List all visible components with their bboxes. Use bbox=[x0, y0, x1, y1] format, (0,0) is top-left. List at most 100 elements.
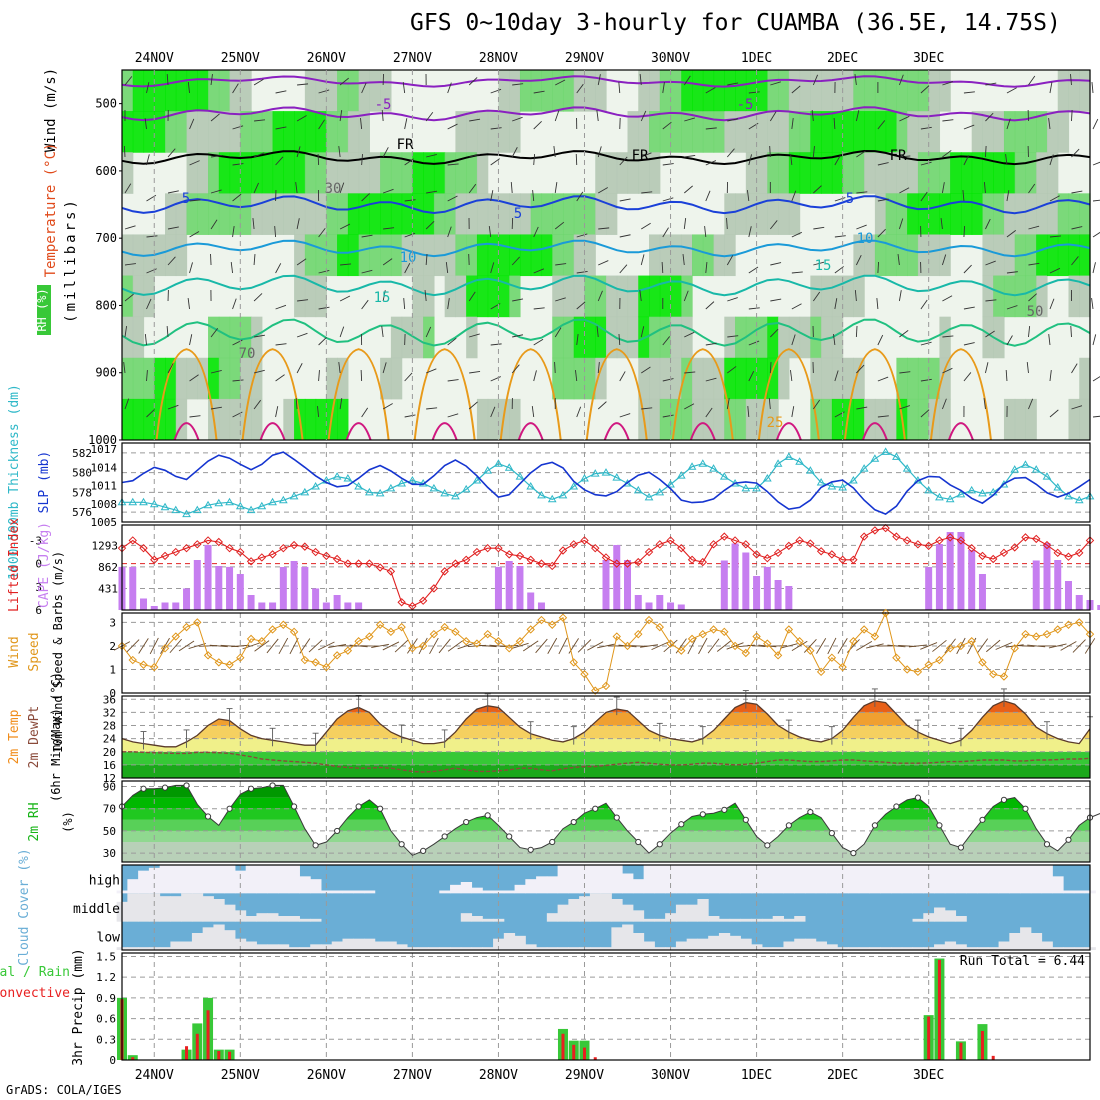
rh-cell bbox=[326, 357, 338, 400]
rh-cell bbox=[713, 111, 725, 153]
rh-cell bbox=[1025, 398, 1037, 441]
x-tick-label-bottom: 28NOV bbox=[479, 1068, 518, 1083]
rh-cell bbox=[476, 275, 489, 318]
li-point bbox=[827, 550, 837, 559]
rh-cell bbox=[358, 152, 370, 194]
rh-cell bbox=[907, 234, 919, 277]
wind-barb bbox=[553, 146, 556, 158]
li-point bbox=[1042, 540, 1052, 550]
rh-cell bbox=[304, 152, 317, 194]
li-point bbox=[397, 598, 406, 607]
cloud-cell-low bbox=[891, 947, 903, 950]
rh-cell bbox=[745, 193, 758, 235]
y-tick-li: 0 bbox=[35, 558, 42, 571]
cloud-cell-low bbox=[493, 938, 505, 950]
y-tick-label: 500 bbox=[95, 97, 117, 111]
rh2m-point bbox=[484, 812, 491, 819]
rh-cell bbox=[229, 193, 241, 235]
thickness-point bbox=[558, 490, 568, 499]
wind-barb bbox=[166, 73, 169, 86]
li-point bbox=[591, 543, 600, 553]
rh-cell bbox=[810, 316, 822, 359]
cloud-cell-middle bbox=[600, 893, 612, 922]
rh-cell bbox=[874, 111, 887, 153]
thickness-point bbox=[451, 491, 460, 500]
wind-barb bbox=[1028, 262, 1040, 266]
cloud-row-label: high bbox=[89, 874, 120, 889]
rh-cell bbox=[1079, 398, 1091, 441]
precip-convective-bar bbox=[980, 1031, 984, 1060]
rh-cell bbox=[627, 111, 639, 153]
cloud-cell-low bbox=[804, 938, 817, 950]
temp-band bbox=[122, 700, 1090, 713]
rh-cell bbox=[659, 357, 672, 400]
rh2m-point bbox=[226, 805, 233, 812]
wind-barb bbox=[920, 378, 932, 382]
cloud-cell-middle bbox=[127, 893, 139, 922]
cloud-cell-high bbox=[794, 865, 806, 894]
rh-cell bbox=[272, 193, 284, 235]
wind-barb bbox=[144, 334, 147, 346]
rh-cell bbox=[326, 111, 338, 153]
wind10m-point bbox=[698, 629, 708, 639]
rh-cell bbox=[874, 234, 887, 277]
wind-barb bbox=[447, 337, 457, 346]
cloud-cell-middle bbox=[181, 893, 193, 922]
rh-cell bbox=[864, 398, 876, 441]
thickness-point bbox=[225, 497, 234, 506]
axis-label-rh: RH (%) bbox=[35, 288, 49, 331]
thickness-point bbox=[472, 476, 482, 484]
cloud-cell-high bbox=[450, 884, 462, 894]
li-point bbox=[1021, 533, 1030, 542]
cloud-cell-middle bbox=[202, 896, 214, 922]
rh-cell bbox=[476, 152, 489, 194]
rh-cell bbox=[1025, 234, 1037, 277]
rh-cell bbox=[358, 193, 370, 235]
cloud-row-label: low bbox=[97, 930, 121, 945]
wind10m-point bbox=[386, 627, 396, 637]
rh-cell bbox=[358, 234, 370, 277]
rh-cell bbox=[573, 275, 586, 318]
wind10m-point bbox=[365, 632, 374, 641]
rh-cell bbox=[670, 275, 682, 318]
rh-cell bbox=[1036, 234, 1048, 277]
wind-barb bbox=[339, 326, 345, 338]
rh-cell bbox=[1057, 70, 1070, 112]
contour-25 bbox=[757, 348, 820, 441]
wind-barb bbox=[813, 261, 825, 266]
wind10m-barb bbox=[394, 639, 409, 653]
wind10m-point bbox=[472, 639, 482, 648]
rh-cell bbox=[799, 316, 811, 359]
rh-cell bbox=[907, 70, 919, 112]
wind-barb bbox=[382, 147, 389, 158]
wind-barb bbox=[854, 74, 857, 86]
wind-barb bbox=[275, 406, 279, 418]
wind-barb bbox=[942, 150, 952, 158]
rh-cell bbox=[692, 70, 704, 112]
cloud-cell-high bbox=[966, 865, 978, 894]
rh-cell bbox=[519, 70, 532, 112]
wind-barb bbox=[941, 254, 947, 266]
y-tick-temp: 16 bbox=[103, 759, 116, 772]
wind-barb bbox=[684, 403, 695, 410]
wind-barb bbox=[619, 371, 626, 382]
wind-barb bbox=[340, 263, 352, 266]
wind-barb bbox=[468, 291, 476, 302]
rh-cell bbox=[993, 316, 1005, 359]
thickness-point bbox=[827, 481, 837, 490]
rh-cell bbox=[874, 152, 887, 194]
rh-cell bbox=[939, 193, 951, 235]
wind-barb bbox=[899, 187, 910, 194]
wind10m-point bbox=[591, 686, 600, 695]
wind-barb bbox=[189, 334, 193, 346]
cloud-cell-middle bbox=[686, 904, 698, 922]
rh-cell bbox=[272, 111, 284, 153]
rh-cell bbox=[197, 193, 209, 235]
rh-cell bbox=[831, 398, 844, 441]
wind10m-point bbox=[128, 655, 137, 665]
rh-cell bbox=[831, 70, 844, 112]
thickness-point bbox=[569, 481, 579, 490]
rh2m-point bbox=[398, 841, 405, 848]
rh-cell bbox=[433, 193, 446, 235]
contour-label: 10 bbox=[857, 231, 874, 247]
